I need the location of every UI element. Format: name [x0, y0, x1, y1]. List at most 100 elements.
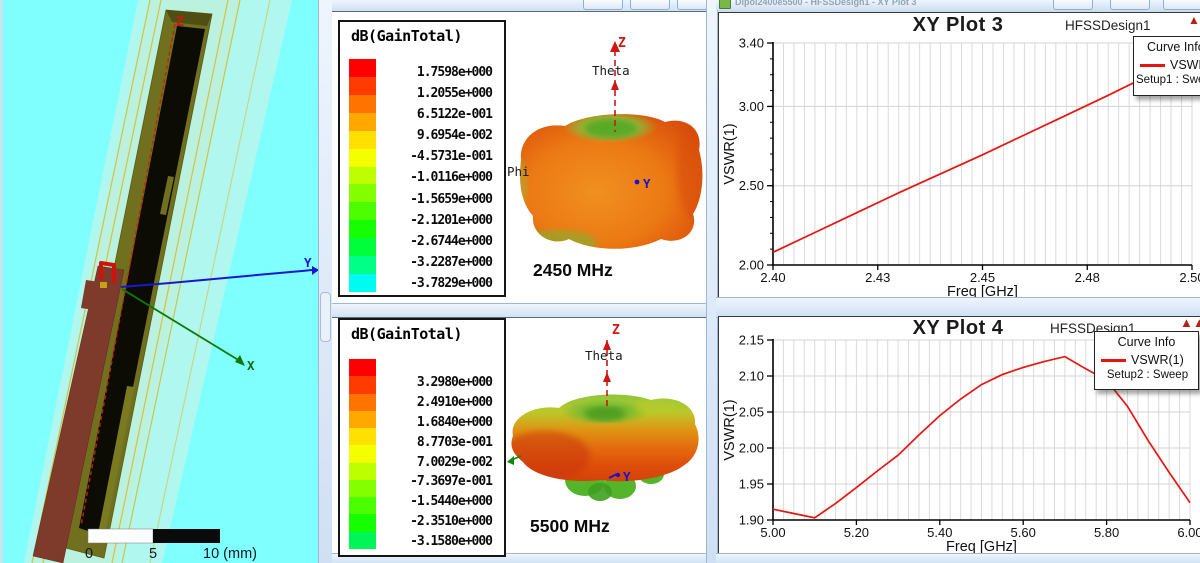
colorbar-band: [349, 393, 376, 411]
feed-port: [100, 282, 107, 288]
colorbar-band: [349, 497, 376, 515]
gain-value: 1.2055e+000: [416, 86, 493, 102]
colorbar-band: [349, 531, 376, 549]
z-label: Z: [612, 323, 620, 338]
xy-plot3-chart: 2.40 2.43 2.45 2.48 2.50 2.00 2.50 3.00 3.40 Freq…: [722, 36, 1200, 301]
svg-text:2.48: 2.48: [1075, 270, 1100, 285]
middle-window-titlebar: [332, 0, 717, 11]
gain-value: 6.5122e-001: [416, 107, 493, 123]
colorbar-band: [349, 514, 376, 532]
antenna-3d-model: Z Y X 0 5 10 (mm): [0, 0, 319, 563]
xy-plot3-window[interactable]: [718, 12, 1200, 298]
legend-setup: Setup1 : Sweep: [1136, 74, 1200, 86]
model-viewport[interactable]: Z Y X 0 5 10 (mm): [0, 0, 319, 563]
colorbar-band: [349, 130, 376, 149]
phi-label: Phi: [507, 164, 530, 179]
y-axis-line: [120, 269, 313, 288]
svg-text:2.00: 2.00: [739, 258, 764, 273]
colorbar-band: [349, 410, 376, 429]
svg-text:Freq [GHz]: Freq [GHz]: [946, 539, 1017, 555]
gain-value: 8.7703e-001: [416, 434, 493, 450]
restore-button[interactable]: [1110, 0, 1150, 10]
colorbar-band: [349, 76, 376, 95]
svg-text:2.45: 2.45: [970, 270, 995, 285]
freq-label-2450: 2450 MHz: [533, 260, 613, 280]
z-axis-label: Z: [176, 15, 184, 30]
gain-legend-title: dB(GainTotal): [351, 27, 462, 45]
colorbar-band: [349, 376, 376, 394]
svg-text:1.95: 1.95: [739, 477, 764, 492]
gain-value: 1.6840e+000: [416, 414, 493, 430]
scrollbar-thumb[interactable]: [320, 292, 331, 342]
close-button[interactable]: [1163, 0, 1200, 10]
minimize-button[interactable]: [583, 0, 623, 10]
gain-value: 2.4910e+000: [416, 394, 493, 410]
colorbar-band: [349, 166, 376, 185]
gain-value: -2.1201e+000: [410, 212, 493, 228]
minimize-button[interactable]: [1053, 0, 1093, 10]
restore-button[interactable]: [630, 0, 670, 10]
gain-value: -2.3510e+000: [410, 514, 493, 530]
window-title: Dipol2400e5500 - HFSSDesign1 - XY Plot 3: [735, 0, 917, 7]
theta-label: Theta: [585, 348, 623, 363]
right-window-statusbar: [716, 553, 1200, 563]
colorbar-band: [349, 112, 376, 131]
legend-setup: Setup2 : Sweep: [1106, 369, 1189, 381]
x-axis-line: [121, 288, 241, 362]
svg-text:VSWR(1): VSWR(1): [722, 123, 738, 184]
gain-value: -1.0116e+000: [410, 170, 493, 186]
curve-name: VSWR(1): [1131, 353, 1184, 367]
radiation-pattern-2450: Z Theta Phi Y: [507, 36, 703, 249]
y-label: Y: [643, 176, 651, 191]
svg-text:3.40: 3.40: [739, 36, 764, 51]
svg-text:2.10: 2.10: [739, 369, 764, 384]
colorbar-band: [349, 202, 376, 221]
y-axis-label: Y: [304, 255, 312, 270]
window-divider: [706, 0, 718, 563]
svg-text:5.40: 5.40: [927, 525, 952, 540]
svg-text:1.90: 1.90: [739, 513, 764, 528]
gain-value: 7.0029e-002: [416, 454, 493, 470]
colorbar-band: [349, 94, 376, 113]
gain-value-list: 1.7598e+000 1.2055e+000 6.5122e-001 9.6954e…: [380, 65, 493, 290]
right-window-titlebar: Dipol2400e5500 - HFSSDesign1 - XY Plot 3: [716, 0, 1200, 10]
vswr-curve: [772, 53, 1193, 254]
z-axis-line: [80, 23, 176, 527]
colorbar-band: [349, 184, 376, 203]
gain-value: -4.5731e-001: [410, 149, 493, 165]
x-axis-label: X: [247, 358, 255, 373]
plot3-legend: Curve Info VSWR(1) Setup1 : Sweep: [1133, 36, 1200, 96]
plot3-title: XY Plot 3: [912, 14, 1004, 36]
curve-swatch: [1140, 63, 1165, 67]
ansoft-logo-icon: ▲: [1188, 13, 1200, 27]
feed-loop: [99, 261, 116, 283]
gain-value: 3.2980e+000: [416, 375, 493, 390]
vswr-curve: [772, 355, 1191, 519]
svg-text:Freq [GHz]: Freq [GHz]: [947, 284, 1018, 300]
gain-value: 1.7598e+000: [416, 65, 493, 80]
y-label: Y: [623, 469, 631, 484]
gain-value: -1.5440e+000: [410, 494, 493, 510]
z-label: Z: [618, 36, 626, 51]
feed-line: [99, 386, 134, 530]
curve-name: VSWR(1): [1170, 58, 1200, 72]
colorbar-band: [349, 359, 376, 377]
ansoft-logo-icon: ▲▲: [1180, 315, 1200, 330]
colorbar-band: [349, 445, 376, 463]
svg-text:6.00: 6.00: [1177, 525, 1200, 540]
colorbar-band: [349, 274, 376, 292]
gain-value: -7.3697e-001: [410, 474, 493, 490]
svg-text:2.00: 2.00: [739, 441, 764, 456]
middle-window-statusbar: [332, 553, 706, 563]
document-icon: [719, 0, 731, 9]
svg-text:2.50: 2.50: [1179, 270, 1200, 285]
svg-text:2.05: 2.05: [739, 405, 764, 420]
colorbar-band: [349, 148, 376, 167]
xy-plot4-chart: 5.00 5.20 5.40 5.60 5.80 6.00 1.90 1.95 2.00 2.05…: [722, 333, 1200, 556]
svg-text:3.00: 3.00: [739, 99, 764, 114]
colorbar-band: [349, 59, 376, 77]
theta-label: Theta: [592, 63, 630, 78]
scale-bar: 0 5 10 (mm): [85, 528, 257, 562]
svg-text:5.80: 5.80: [1094, 525, 1119, 540]
scale-tick-10mm: 10 (mm): [203, 546, 257, 562]
